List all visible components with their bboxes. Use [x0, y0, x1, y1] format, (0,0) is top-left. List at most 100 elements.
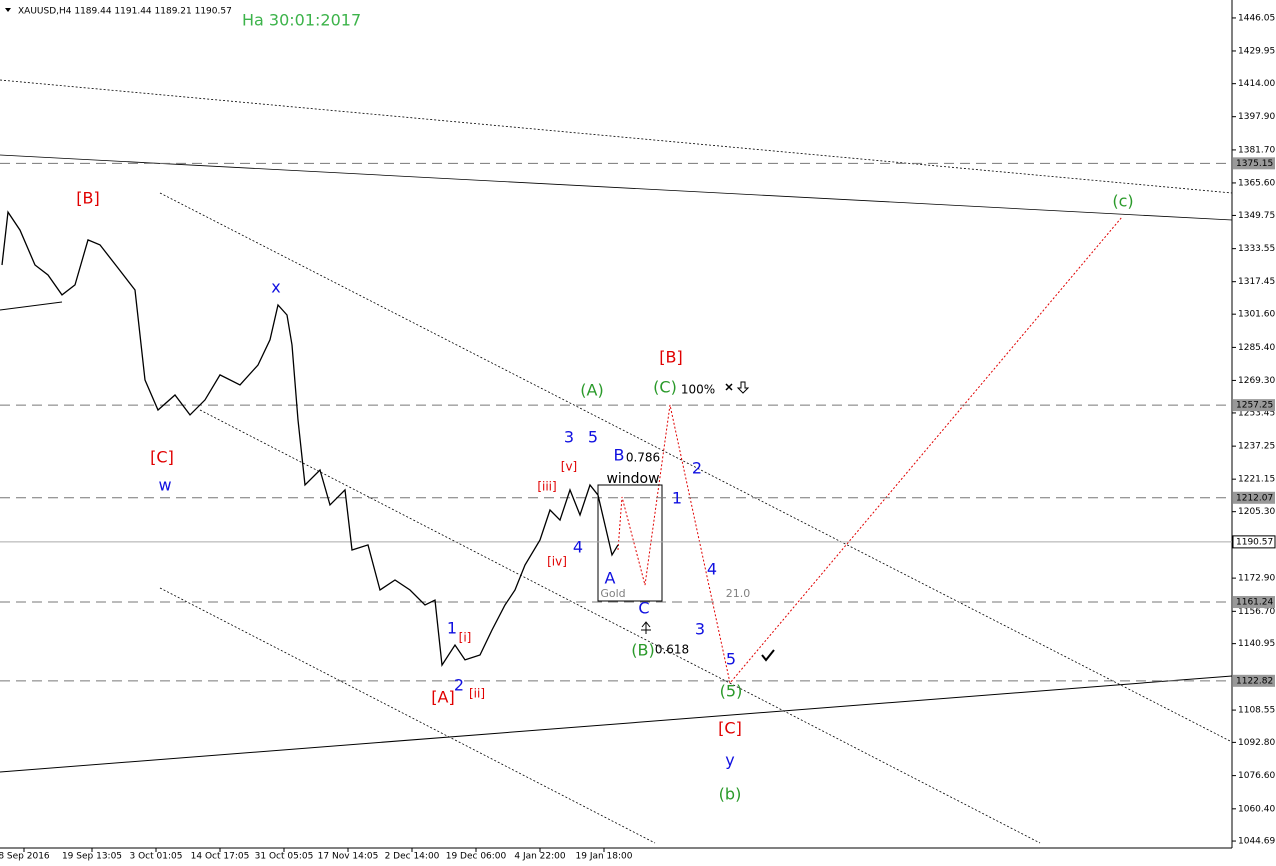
x-tick-label: 19 Jan 18:00 — [576, 852, 633, 862]
x-tick-label: 19 Sep 13:05 — [62, 852, 122, 862]
wave-label: 5 — [726, 650, 736, 669]
price-level-box — [1233, 399, 1275, 412]
price-level-label: 1122.82 — [1236, 676, 1273, 686]
wave-label: [A] — [431, 688, 454, 707]
window-box — [597, 484, 663, 602]
wave-label: y — [725, 751, 734, 770]
wave-label: 2 — [692, 459, 702, 478]
arrow-icon — [736, 381, 750, 394]
channel-line — [159, 587, 656, 844]
wave-label: Gold — [600, 587, 625, 600]
x-tick-label: 19 Dec 06:00 — [446, 852, 507, 862]
check-icon — [761, 649, 775, 662]
wave-label: (B) — [631, 641, 654, 660]
wave-label: A — [605, 569, 616, 588]
wave-label: [v] — [561, 460, 577, 474]
cross-icon — [725, 383, 733, 391]
x-tick-label: 14 Oct 17:05 — [191, 852, 250, 862]
wave-label: (C) — [653, 378, 677, 397]
wave-label: (5) — [720, 682, 743, 701]
price-line — [1, 210, 619, 667]
wave-label: 21.0 — [726, 587, 751, 600]
price-level-label: 1161.24 — [1236, 598, 1273, 608]
trend-line — [0, 79, 1233, 194]
wave-label: [ii] — [469, 687, 485, 701]
wave-label: (A) — [580, 381, 603, 400]
wave-label: window — [606, 471, 659, 487]
price-level-box — [1233, 157, 1275, 170]
price-level-box — [1233, 596, 1275, 609]
y-tick-label: 1365.60 — [1238, 178, 1275, 188]
wave-label: 3 — [695, 620, 705, 639]
channel-line — [199, 409, 1041, 844]
y-tick-label: 1429.95 — [1238, 46, 1275, 56]
wave-label: 4 — [707, 560, 717, 579]
wave-label: 0.786 — [626, 451, 660, 465]
wave-label: 5 — [588, 428, 598, 447]
wave-label: (b) — [719, 785, 742, 804]
chart-subtitle: Ha 30:01:2017 — [242, 11, 361, 30]
price-level-label: 1212.07 — [1236, 493, 1273, 503]
wave-label: [B] — [659, 348, 682, 367]
x-tick-label: 31 Oct 05:05 — [255, 852, 314, 862]
x-tick-label: 3 Oct 01:05 — [130, 852, 183, 862]
wave-label: B — [614, 446, 625, 465]
y-tick-label: 1285.40 — [1238, 343, 1275, 353]
price-level-box — [1233, 491, 1275, 504]
y-tick-label: 1333.55 — [1238, 244, 1275, 254]
trend-line — [0, 301, 63, 311]
trend-lines — [0, 79, 1233, 844]
projection-path — [617, 216, 1123, 685]
price-level-label: 1375.15 — [1236, 159, 1273, 169]
x-tick-label: 2 Dec 14:00 — [385, 852, 440, 862]
y-tick-label: 1156.70 — [1238, 607, 1275, 617]
y-tick-label: 1301.60 — [1238, 310, 1275, 320]
y-tick-label: 1414.00 — [1238, 79, 1275, 89]
wave-label: w — [158, 476, 171, 495]
y-tick-label: 1205.30 — [1238, 507, 1275, 517]
wave-label: [i] — [459, 631, 472, 645]
wave-label: 1 — [447, 619, 457, 638]
y-tick-label: 1349.75 — [1238, 211, 1275, 221]
wave-label: [iii] — [537, 480, 556, 494]
wave-label: [B] — [76, 189, 99, 208]
y-tick-label: 1108.55 — [1238, 706, 1275, 716]
y-tick-label: 1140.95 — [1238, 639, 1275, 649]
x-tick-label: 8 Sep 2016 — [0, 852, 50, 862]
y-tick-label: 1253.45 — [1238, 408, 1275, 418]
x-tick-label: 17 Nov 14:05 — [318, 852, 379, 862]
price-level-box — [1232, 535, 1276, 549]
y-tick-label: 1237.25 — [1238, 442, 1275, 452]
arrow-icon — [641, 621, 651, 634]
menu-icon — [5, 8, 11, 12]
y-tick-label: 1044.69 — [1238, 837, 1275, 847]
wave-label: 0.618 — [655, 643, 689, 657]
channel-line — [159, 192, 1233, 743]
y-tick-label: 1076.60 — [1238, 771, 1275, 781]
wave-label: x — [271, 278, 280, 297]
y-tick-label: 1092.80 — [1238, 738, 1275, 748]
y-tick-label: 1221.15 — [1238, 475, 1275, 485]
wave-label: 100% — [681, 383, 715, 397]
wave-label: [C] — [718, 719, 742, 738]
wave-label: 4 — [573, 538, 583, 557]
wave-label: [C] — [150, 448, 174, 467]
y-tick-label: 1397.90 — [1238, 112, 1275, 122]
price-level-box — [1233, 674, 1275, 687]
wave-label: C — [638, 599, 649, 618]
price-level-label: 1190.57 — [1236, 537, 1273, 547]
y-tick-label: 1446.05 — [1238, 13, 1275, 23]
y-tick-label: 1317.45 — [1238, 277, 1275, 287]
trend-line — [0, 675, 1233, 773]
y-tick-label: 1060.40 — [1238, 804, 1275, 814]
wave-label: [iv] — [547, 555, 567, 569]
wave-label: 2 — [454, 676, 464, 695]
wave-label: 1 — [672, 489, 682, 508]
y-tick-label: 1381.70 — [1238, 145, 1275, 155]
y-tick-label: 1269.30 — [1238, 376, 1275, 386]
y-tick-label: 1172.90 — [1238, 574, 1275, 584]
wave-label: (c) — [1112, 192, 1133, 211]
price-level-label: 1257.25 — [1236, 401, 1273, 411]
x-tick-label: 4 Jan 22:00 — [514, 852, 566, 862]
